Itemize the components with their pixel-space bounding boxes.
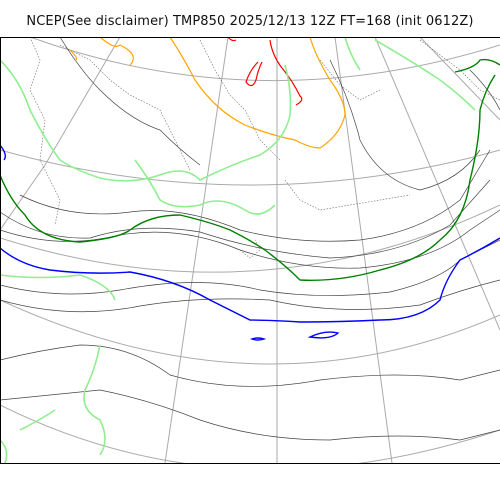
longitude-line [164, 37, 229, 463]
longitude-line [0, 37, 121, 231]
isotherm-blue [307, 331, 340, 339]
isotherm-orange [169, 37, 346, 149]
longitude-line [419, 37, 500, 121]
coastline [284, 179, 411, 211]
isotherms-orange [69, 37, 346, 149]
isotherms-blue [0, 144, 500, 341]
map-panel [0, 37, 500, 463]
coastline [199, 39, 281, 161]
isotherm-light-green [83, 344, 106, 456]
longitude-line [334, 37, 393, 463]
isotherm [0, 179, 491, 259]
isotherm-orange [69, 49, 78, 61]
latitude-lines [0, 37, 500, 463]
isotherm [0, 239, 500, 296]
longitude-lines [0, 37, 500, 463]
isotherm-red [227, 37, 237, 42]
isotherm-light-green [0, 59, 292, 182]
map-title: NCEP(See disclaimer) TMP850 2025/12/13 1… [26, 14, 474, 29]
isotherm-dark-green [0, 74, 496, 281]
isotherm [0, 209, 500, 269]
coastlines [29, 37, 500, 259]
isotherm-blue [0, 144, 7, 161]
latitude-line [0, 404, 500, 463]
isotherm-light-green [0, 274, 116, 301]
isotherm [19, 149, 491, 242]
isotherm-light-green [134, 159, 276, 215]
isotherm-light-green [19, 409, 56, 431]
coastline [29, 37, 61, 226]
coastline [59, 44, 191, 171]
isotherm-red [245, 61, 263, 87]
isotherms-dark-green [0, 58, 500, 281]
isotherm [0, 389, 500, 441]
isotherm [59, 37, 201, 166]
isotherm-light-green [374, 39, 476, 111]
isotherm [0, 344, 500, 387]
isotherm-orange [99, 37, 134, 66]
latitude-line [29, 37, 500, 82]
isotherm-dark-green [454, 58, 500, 73]
isotherm-light-green [344, 37, 361, 71]
isotherm-blue [249, 337, 267, 341]
isotherms-light-green [0, 37, 476, 463]
latitude-line [0, 149, 500, 186]
longitude-line [374, 37, 500, 331]
isotherms-thin [0, 37, 500, 441]
isotherm-red [269, 39, 303, 106]
isotherm-blue [0, 237, 500, 323]
isotherm [329, 59, 481, 191]
coastline [319, 59, 381, 101]
latitude-line [0, 204, 500, 273]
isotherm [0, 279, 500, 313]
latitude-line [0, 299, 500, 365]
isotherm-light-green [0, 439, 8, 463]
